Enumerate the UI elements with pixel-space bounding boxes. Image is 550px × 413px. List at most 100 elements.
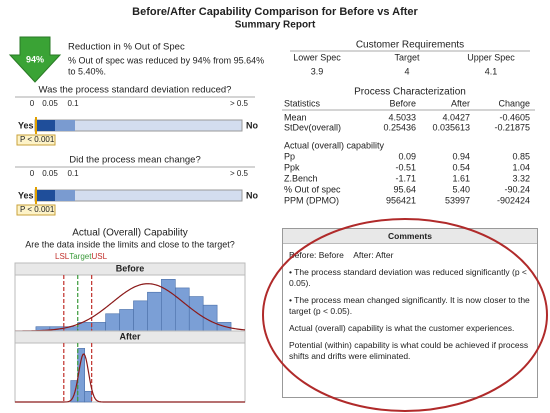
requirements-title: Customer Requirements [356, 40, 464, 51]
capability-title: Actual (Overall) Capability [72, 228, 188, 239]
histogram-bar [175, 287, 190, 332]
table-cell: 4.0427 [442, 112, 470, 122]
comment: Actual (overall) capability is what the … [289, 323, 515, 334]
question: Did the process mean change? [69, 155, 201, 166]
scale-segment [35, 190, 55, 201]
legend-label: LSL [55, 252, 70, 261]
title: Before/After Capability Comparison for B… [132, 6, 418, 18]
plot-area [14, 342, 246, 403]
p-box [16, 204, 56, 216]
table-cell: 956421 [386, 195, 416, 205]
spec-value: 4 [404, 66, 409, 76]
scale-label: > 0.5 [230, 169, 249, 178]
comments-groups: Before: Before After: After [289, 250, 531, 261]
comment: Potential (within) capability is what co… [289, 340, 529, 362]
table-cell: -902424 [497, 195, 530, 205]
comment: • The process standard deviation was red… [289, 267, 527, 289]
histogram-bar [119, 309, 134, 332]
yes-label: Yes [18, 120, 34, 130]
reduction-title: Reduction in % Out of Spec [68, 42, 185, 53]
comment: • The process mean changed significantly… [289, 295, 530, 317]
table-cell: 0.035613 [432, 122, 470, 132]
no-label: No [246, 190, 258, 200]
table-cell: -1.71 [395, 173, 416, 183]
comments-title: Comments [283, 229, 537, 244]
table-cell: StDev(overall) [284, 122, 341, 132]
scale-label: 0.05 [42, 169, 58, 178]
column-header: Change [498, 98, 530, 108]
table-cell: 3.32 [512, 173, 530, 183]
scale-label: 0.05 [42, 99, 58, 108]
scale-segment [35, 120, 55, 131]
table-cell: 0.54 [452, 162, 470, 172]
table-cell: -0.51 [395, 162, 416, 172]
spec-value: 3.9 [311, 66, 324, 76]
panel-label: Before [116, 263, 145, 273]
column-header: After [451, 98, 470, 108]
panel-label: After [119, 331, 140, 341]
table-cell: Ppk [284, 162, 300, 172]
subtitle: Summary Report [235, 20, 316, 31]
table-cell: Pp [284, 151, 295, 161]
legend-label: Target [69, 252, 92, 261]
table-cell: Z.Bench [284, 173, 318, 183]
column-header: Statistics [284, 98, 321, 108]
table-cell: -0.4605 [499, 112, 530, 122]
normal-curve [14, 283, 246, 332]
table-cell: 1.61 [452, 173, 470, 183]
table-cell: 53997 [445, 195, 470, 205]
normal-curve [15, 353, 245, 403]
characterization-title: Process Characterization [354, 87, 466, 98]
group: After: After [353, 250, 394, 260]
table-cell: 0.25436 [383, 122, 416, 132]
table-cell: -0.21875 [494, 122, 530, 132]
histogram-bar [105, 313, 120, 332]
table-cell: 95.64 [393, 184, 416, 194]
question: Was the process standard deviation reduc… [39, 85, 232, 96]
histogram-bar [84, 390, 92, 403]
group: Before: Before [289, 250, 344, 260]
table-cell: 5.40 [452, 184, 470, 194]
no-label: No [246, 120, 258, 130]
scale-label: 0.1 [67, 169, 79, 178]
scale-segment [55, 190, 75, 201]
badge: 94% [26, 54, 44, 64]
spec-value: 4.1 [485, 66, 498, 76]
table-cell: 4.5033 [388, 112, 416, 122]
p-value: P < 0.001 [20, 205, 55, 214]
table-cell: 0.94 [452, 151, 470, 161]
table-cell: 0.09 [398, 151, 416, 161]
reduction-text: % Out of spec was reduced by 94% from 95… [68, 55, 264, 65]
comments-box: Comments Before: Before After: After • T… [282, 228, 538, 398]
scale-label: 0.1 [67, 99, 79, 108]
table-cell: Mean [284, 112, 307, 122]
table-cell: 1.04 [512, 162, 530, 172]
p-box [16, 134, 56, 146]
column-header: Lower Spec [293, 52, 341, 62]
legend-label: USL [91, 252, 107, 261]
histogram-bar [161, 279, 176, 332]
scale-label: 0 [30, 169, 35, 178]
p-value: P < 0.001 [20, 135, 55, 144]
histogram-bar [147, 291, 162, 332]
down-arrow [8, 36, 62, 83]
column-header: Before [389, 98, 416, 108]
column-header: Target [394, 52, 420, 62]
histogram-bar [133, 300, 148, 332]
scale-label: 0 [30, 99, 35, 108]
scale-segment [55, 120, 75, 131]
reduction-text: to 5.40%. [68, 66, 106, 76]
table-cell: 0.85 [512, 151, 530, 161]
section-label: Actual (overall) capability [284, 140, 385, 150]
histogram-bar [91, 322, 106, 332]
scale-label: > 0.5 [230, 99, 249, 108]
table-cell: -90.24 [504, 184, 530, 194]
histogram-bar [188, 296, 204, 332]
table-cell: PPM (DPMO) [284, 195, 339, 205]
capability-subtitle: Are the data inside the limits and close… [25, 239, 235, 249]
table-cell: % Out of spec [284, 184, 341, 194]
yes-label: Yes [18, 190, 34, 200]
column-header: Upper Spec [467, 52, 515, 62]
